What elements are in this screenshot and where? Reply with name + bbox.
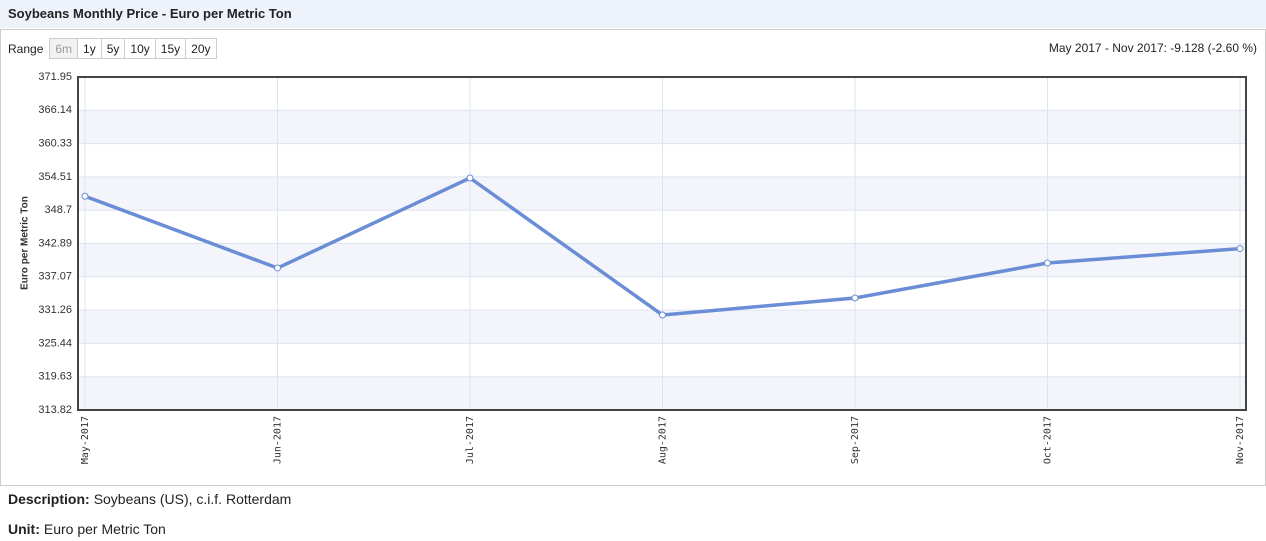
y-tick-label: 360.33 [38,137,72,149]
x-tick-label: May-2017 [80,416,91,464]
y-tick-label: 354.51 [38,171,72,183]
range-controls: Range 6m 1y 5y 10y 15y 20y [8,38,217,59]
y-tick-label: 371.95 [38,71,72,83]
range-button[interactable]: 20y [185,38,217,59]
data-point [659,311,666,319]
y-tick-label: 337.07 [38,271,72,283]
chart: Euro per Metric Ton 313.82 319.63 325.44 33… [20,71,1247,464]
header: Soybeans Monthly Price - Euro per Metric… [0,0,1266,28]
y-tick-label: 319.63 [38,371,72,383]
data-point [1044,259,1051,267]
x-tick-label: Nov-2017 [1235,416,1246,464]
range-button[interactable]: 5y [100,38,126,59]
x-tick-label: Jul-2017 [465,416,476,464]
title: Soybeans Monthly Price - Euro per Metric… [8,6,292,21]
y-tick-label: 342.89 [38,237,72,249]
description-text: Soybeans (US), c.i.f. Rotterdam [93,491,292,507]
y-axis-label: Euro per Metric Ton [20,196,31,290]
range-button[interactable]: 10y [124,38,156,59]
y-tick-label: 366.14 [38,104,72,116]
x-tick-label: Aug-2017 [658,416,669,464]
data-point [466,174,474,182]
unit: Unit: Euro per Metric Ton [8,521,166,537]
x-tick-label: Jun-2017 [273,416,284,464]
y-tick-label: 313.82 [38,404,72,416]
y-tick-label: 331.26 [38,304,72,316]
description-label: Description: [8,491,90,507]
y-tick-label: 325.44 [38,337,72,349]
description: Description: Soybeans (US), c.i.f. Rotter… [8,491,291,507]
unit-text: Euro per Metric Ton [43,521,166,537]
unit-label: Unit: [8,521,40,537]
change-summary: May 2017 - Nov 2017: -9.128 (-2.60 %) [1048,41,1257,55]
data-point [274,264,281,272]
y-tick-label: 348.7 [44,204,72,216]
range-button[interactable]: 15y [154,38,187,59]
data-point [81,192,89,200]
x-tick-label: Oct-2017 [1043,416,1054,464]
data-point [851,294,859,302]
range-button[interactable]: 1y [77,38,102,59]
range-label: Range [8,41,44,56]
x-tick-label: Sep-2017 [850,416,861,464]
plot-border [77,76,1247,411]
data-point [1236,245,1244,253]
